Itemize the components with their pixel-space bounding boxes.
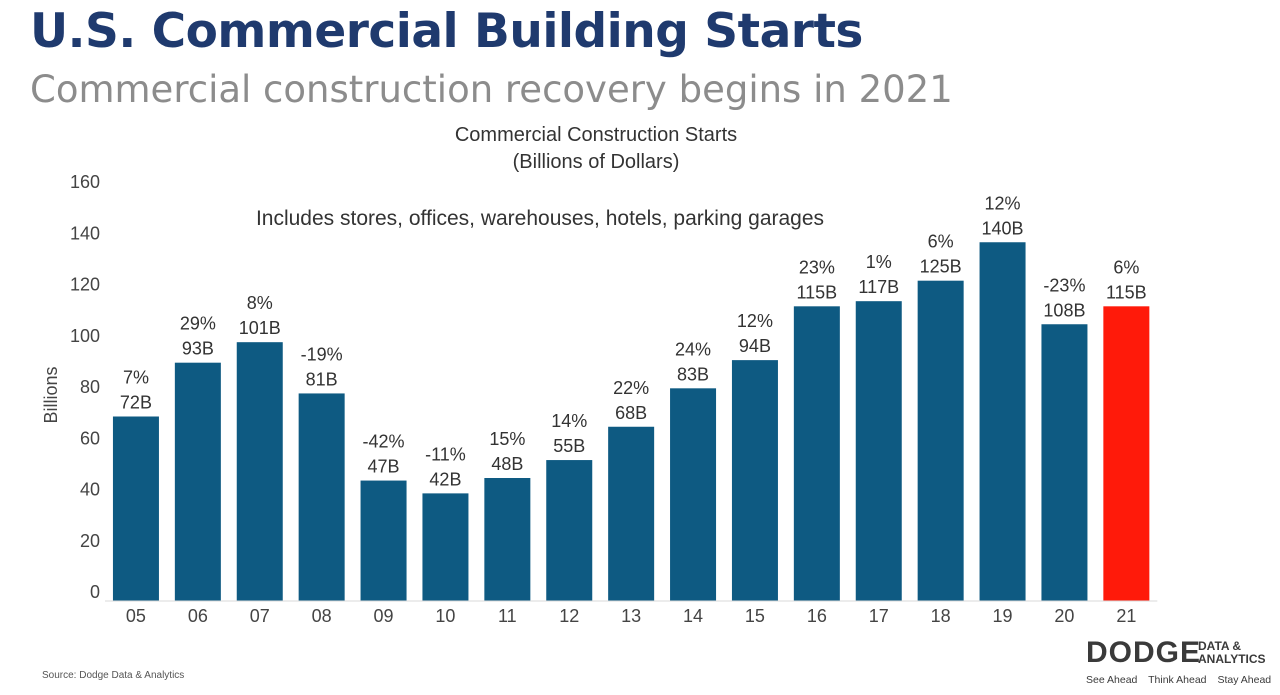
chart-subtitle: (Billions of Dollars) xyxy=(513,151,680,173)
x-tick-label-20: 20 xyxy=(1054,606,1074,626)
value-label-05: 72B xyxy=(120,393,152,413)
bars-group xyxy=(112,242,1150,601)
value-label-06: 93B xyxy=(182,339,214,359)
x-tick-label-16: 16 xyxy=(807,606,827,626)
x-tick-label-05: 05 xyxy=(126,606,146,626)
y-axis-ticks: 0 20 40 60 80 100 120 140 160 xyxy=(70,172,100,602)
logo-wordmark: DODGE xyxy=(1086,636,1202,669)
pct-label-19: 12% xyxy=(985,193,1021,213)
pct-label-12: 14% xyxy=(551,411,587,431)
tagline-see-ahead: See Ahead xyxy=(1086,674,1138,686)
value-label-10: 42B xyxy=(429,469,461,489)
value-label-13: 68B xyxy=(615,403,647,423)
bar-16 xyxy=(793,306,840,601)
pct-label-13: 22% xyxy=(613,378,649,398)
x-tick-label-08: 08 xyxy=(312,606,332,626)
bar-15 xyxy=(731,360,778,601)
logo-suffix-line2: ANALYTICS xyxy=(1198,652,1266,666)
pct-label-20: -23% xyxy=(1043,275,1085,295)
tagline-think-ahead: Think Ahead xyxy=(1148,674,1207,686)
x-axis-ticks: 05 06 07 08 09 10 11 12 13 14 15 16 17 18 19 20 21 xyxy=(126,606,1136,626)
y-axis-label: Billions xyxy=(41,366,61,423)
data-labels-group: 7% 72B 29% 93B 8% 101B -19% 81B -42% 47B -11% 42B 15… xyxy=(120,193,1147,489)
value-label-14: 83B xyxy=(677,364,709,384)
bar-13 xyxy=(608,426,655,601)
value-label-21: 115B xyxy=(1106,282,1147,302)
x-tick-label-09: 09 xyxy=(374,606,394,626)
tagline-stay-ahead: Stay Ahead xyxy=(1217,674,1272,686)
pct-label-21: 6% xyxy=(1113,257,1139,277)
x-tick-label-14: 14 xyxy=(683,606,703,626)
pct-label-06: 29% xyxy=(180,314,216,334)
bar-20 xyxy=(1041,324,1088,601)
y-tick-label: 20 xyxy=(80,531,100,551)
pct-label-14: 24% xyxy=(675,339,711,359)
y-tick-label: 160 xyxy=(70,172,100,192)
y-tick-label: 0 xyxy=(90,582,100,602)
slide-subtitle: Commercial construction recovery begins … xyxy=(30,68,953,111)
chart-title: Commercial Construction Starts xyxy=(455,124,737,146)
dodge-logo: DODGE DATA & ANALYTICS See Ahead Think A… xyxy=(1086,636,1276,692)
value-label-17: 117B xyxy=(858,277,899,297)
y-tick-label: 60 xyxy=(80,428,100,448)
pct-label-16: 23% xyxy=(799,257,835,277)
x-tick-label-10: 10 xyxy=(435,606,455,626)
pct-label-08: -19% xyxy=(301,344,343,364)
bar-07 xyxy=(236,342,283,601)
x-tick-label-06: 06 xyxy=(188,606,208,626)
logo-tagline: See Ahead Think Ahead Stay Ahead xyxy=(1086,674,1279,686)
y-tick-label: 80 xyxy=(80,377,100,397)
bar-chart: Commercial Construction Starts (Billions… xyxy=(41,124,1158,626)
x-tick-label-19: 19 xyxy=(993,606,1013,626)
x-tick-label-15: 15 xyxy=(745,606,765,626)
source-note: Source: Dodge Data & Analytics xyxy=(42,670,185,681)
pct-label-07: 8% xyxy=(247,293,273,313)
y-tick-label: 140 xyxy=(70,223,100,243)
value-label-16: 115B xyxy=(796,282,837,302)
chart-annotation: Includes stores, offices, warehouses, ho… xyxy=(256,207,824,230)
logo-suffix: DATA & ANALYTICS xyxy=(1198,640,1266,666)
bar-09 xyxy=(360,480,407,601)
bar-18 xyxy=(917,280,964,601)
bar-06 xyxy=(174,362,221,601)
bar-05 xyxy=(112,416,159,601)
bar-11 xyxy=(484,478,531,601)
value-label-11: 48B xyxy=(491,454,523,474)
y-tick-label: 120 xyxy=(70,275,100,295)
value-label-20: 108B xyxy=(1043,300,1085,320)
pct-label-05: 7% xyxy=(123,368,149,388)
bar-21 xyxy=(1103,306,1150,601)
value-label-12: 55B xyxy=(553,436,585,456)
bar-17 xyxy=(855,301,902,601)
x-tick-label-13: 13 xyxy=(621,606,641,626)
logo-suffix-line1: DATA & xyxy=(1198,639,1242,653)
pct-label-11: 15% xyxy=(489,429,525,449)
value-label-19: 140B xyxy=(982,218,1024,238)
pct-label-09: -42% xyxy=(363,432,405,452)
y-tick-label: 100 xyxy=(70,326,100,346)
x-tick-label-21: 21 xyxy=(1116,606,1136,626)
value-label-08: 81B xyxy=(306,369,338,389)
pct-label-18: 6% xyxy=(928,232,954,252)
x-tick-label-11: 11 xyxy=(498,606,517,626)
bar-12 xyxy=(546,460,593,601)
bar-10 xyxy=(422,493,469,601)
pct-label-10: -11% xyxy=(425,444,466,464)
y-tick-label: 40 xyxy=(80,480,100,500)
value-label-15: 94B xyxy=(739,336,771,356)
pct-label-15: 12% xyxy=(737,311,773,331)
x-tick-label-07: 07 xyxy=(250,606,270,626)
pct-label-17: 1% xyxy=(866,252,892,272)
slide-title: U.S. Commercial Building Starts xyxy=(30,4,863,59)
value-label-18: 125B xyxy=(920,257,962,277)
x-tick-label-18: 18 xyxy=(931,606,951,626)
bar-08 xyxy=(298,393,345,601)
x-tick-label-12: 12 xyxy=(559,606,579,626)
value-label-09: 47B xyxy=(368,457,400,477)
value-label-07: 101B xyxy=(239,318,281,338)
x-tick-label-17: 17 xyxy=(869,606,889,626)
bar-19 xyxy=(979,242,1026,601)
bar-14 xyxy=(670,388,717,601)
